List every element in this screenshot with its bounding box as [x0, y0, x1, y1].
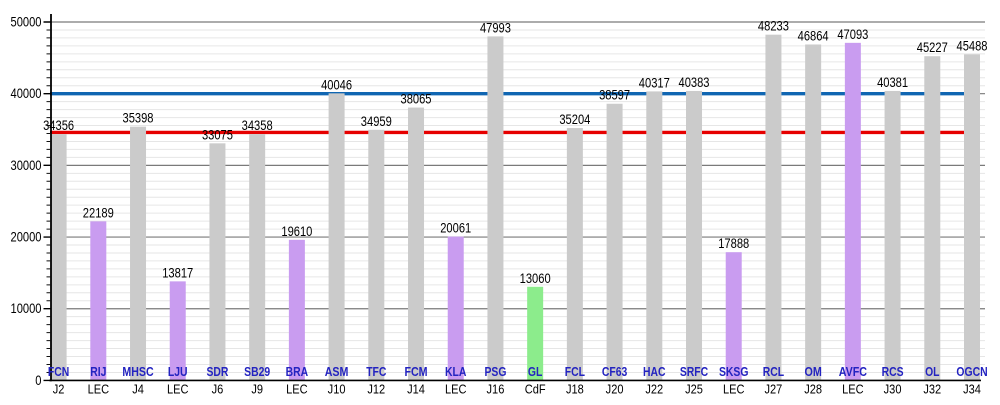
svg-text:PSG: PSG — [484, 364, 506, 379]
svg-text:OGCN: OGCN — [956, 364, 987, 379]
svg-text:LEC: LEC — [286, 382, 307, 397]
svg-text:FCL: FCL — [565, 364, 585, 379]
svg-text:20000: 20000 — [11, 229, 42, 244]
svg-text:GL: GL — [528, 364, 542, 379]
svg-text:CF63: CF63 — [602, 364, 627, 379]
svg-text:MHSC: MHSC — [122, 364, 154, 379]
svg-text:34356: 34356 — [43, 118, 74, 133]
svg-text:SKSG: SKSG — [719, 364, 748, 379]
svg-text:J18: J18 — [566, 382, 584, 397]
svg-text:TFC: TFC — [366, 364, 387, 379]
svg-text:40317: 40317 — [639, 75, 670, 90]
svg-text:KLA: KLA — [445, 364, 467, 379]
svg-text:BRA: BRA — [286, 364, 309, 379]
svg-text:J9: J9 — [251, 382, 263, 397]
svg-text:FCM: FCM — [404, 364, 427, 379]
svg-text:J30: J30 — [884, 382, 902, 397]
svg-text:J20: J20 — [606, 382, 624, 397]
svg-text:J25: J25 — [685, 382, 703, 397]
svg-text:LEC: LEC — [723, 382, 744, 397]
svg-text:30000: 30000 — [11, 158, 42, 173]
svg-text:34358: 34358 — [242, 118, 273, 133]
svg-text:17888: 17888 — [718, 236, 749, 251]
svg-text:J12: J12 — [367, 382, 385, 397]
svg-text:J27: J27 — [765, 382, 783, 397]
svg-text:J28: J28 — [804, 382, 822, 397]
svg-text:47993: 47993 — [480, 20, 511, 35]
svg-text:J34: J34 — [963, 382, 981, 397]
svg-text:J14: J14 — [407, 382, 425, 397]
svg-text:CdF: CdF — [525, 382, 546, 397]
svg-text:45227: 45227 — [917, 40, 948, 55]
svg-text:SRFC: SRFC — [680, 364, 709, 379]
svg-text:40381: 40381 — [877, 75, 908, 90]
svg-text:J32: J32 — [923, 382, 941, 397]
svg-text:LEC: LEC — [842, 382, 863, 397]
svg-text:J16: J16 — [487, 382, 505, 397]
svg-text:J22: J22 — [645, 382, 663, 397]
svg-text:50000: 50000 — [11, 14, 42, 29]
svg-text:47093: 47093 — [837, 27, 868, 42]
svg-text:RIJ: RIJ — [90, 364, 106, 379]
svg-text:AVFC: AVFC — [839, 364, 868, 379]
svg-text:J10: J10 — [328, 382, 346, 397]
svg-text:19610: 19610 — [281, 224, 312, 239]
svg-text:40000: 40000 — [11, 86, 42, 101]
svg-text:J2: J2 — [53, 382, 65, 397]
svg-text:48233: 48233 — [758, 19, 789, 34]
svg-text:RCL: RCL — [763, 364, 784, 379]
svg-text:SB29: SB29 — [244, 364, 270, 379]
svg-text:HAC: HAC — [643, 364, 666, 379]
svg-text:J4: J4 — [132, 382, 144, 397]
svg-text:J6: J6 — [212, 382, 224, 397]
svg-text:FCN: FCN — [48, 364, 69, 379]
svg-text:35398: 35398 — [123, 111, 154, 126]
svg-text:13817: 13817 — [162, 265, 193, 280]
svg-text:10000: 10000 — [11, 301, 42, 316]
svg-text:40383: 40383 — [679, 75, 710, 90]
svg-text:LEC: LEC — [445, 382, 466, 397]
svg-text:35204: 35204 — [559, 112, 590, 127]
svg-text:ASM: ASM — [325, 364, 349, 379]
svg-text:46864: 46864 — [798, 28, 829, 43]
svg-text:40046: 40046 — [321, 77, 352, 92]
svg-text:RCS: RCS — [882, 364, 904, 379]
svg-text:20061: 20061 — [440, 221, 471, 236]
svg-text:LEC: LEC — [167, 382, 188, 397]
svg-text:OL: OL — [925, 364, 939, 379]
svg-text:34959: 34959 — [361, 114, 392, 129]
svg-text:OM: OM — [804, 364, 821, 379]
svg-text:LJU: LJU — [168, 364, 188, 379]
svg-text:38065: 38065 — [401, 92, 432, 107]
svg-text:38597: 38597 — [599, 88, 630, 103]
svg-text:LEC: LEC — [88, 382, 109, 397]
svg-text:0: 0 — [35, 373, 42, 388]
svg-text:22189: 22189 — [83, 205, 114, 220]
svg-text:13060: 13060 — [520, 271, 551, 286]
svg-text:45488: 45488 — [957, 38, 988, 53]
svg-text:SDR: SDR — [206, 364, 228, 379]
svg-text:33075: 33075 — [202, 127, 233, 142]
